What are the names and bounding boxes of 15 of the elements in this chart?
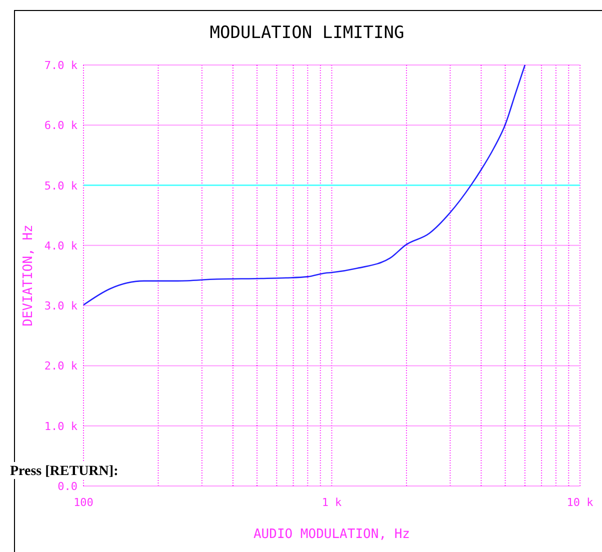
y-tick-label: 7.0 k (44, 59, 78, 72)
y-tick-label: 6.0 k (44, 119, 78, 132)
x-tick-label: 10 k (566, 496, 594, 509)
chart-title: MODULATION LIMITING (210, 23, 404, 43)
y-tick-label: 3.0 k (44, 300, 78, 313)
x-axis-title: AUDIO MODULATION, Hz (253, 527, 410, 542)
annotation: Press [RETURN]: (10, 464, 118, 479)
y-tick-label: 0.0 (58, 480, 78, 493)
y-tick-label: 1.0 k (44, 420, 78, 433)
y-axis-title: DEVIATION, Hz (21, 224, 36, 326)
y-tick-label: 2.0 k (44, 360, 78, 373)
x-tick-label: 1 k (322, 496, 342, 509)
y-tick-label: 4.0 k (44, 239, 78, 252)
y-tick-label: 5.0 k (44, 179, 78, 192)
x-tick-label: 100 (74, 496, 94, 509)
